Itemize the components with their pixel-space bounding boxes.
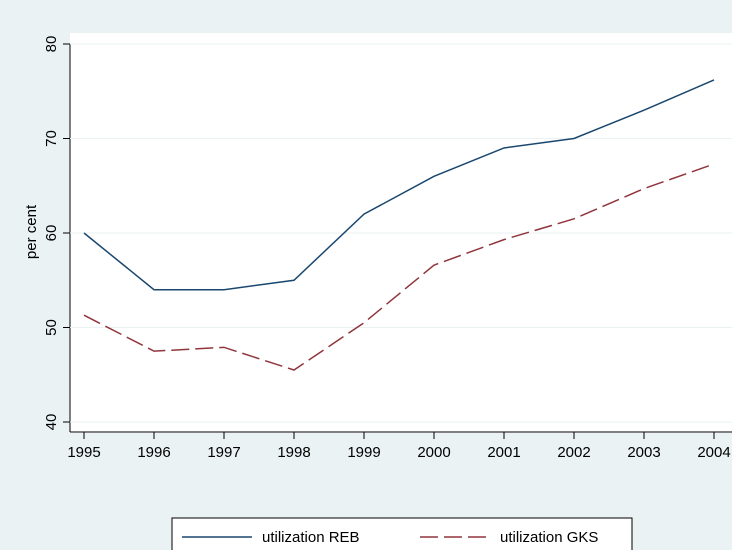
x-tick-label: 2004 (697, 444, 730, 461)
line-series (83, 163, 715, 371)
y-tick-label: 60 (43, 225, 60, 242)
x-tick-label: 2001 (487, 444, 520, 461)
legend-label: utilization GKS (500, 529, 598, 546)
x-tick-label: 2000 (417, 444, 450, 461)
x-tick-label: 1997 (207, 444, 240, 461)
x-tick-label: 1999 (347, 444, 380, 461)
y-tick-label: 80 (43, 36, 60, 53)
line-series (83, 79, 715, 291)
legend (171, 517, 633, 550)
x-tick-label: 2002 (557, 444, 590, 461)
legend-label: utilization REB (262, 529, 360, 546)
x-tick-label: 1998 (277, 444, 310, 461)
y-tick-label: 50 (43, 319, 60, 336)
x-tick-label: 2003 (627, 444, 660, 461)
y-tick-label: 70 (43, 130, 60, 147)
x-tick-label: 1996 (137, 444, 170, 461)
y-tick-label: 40 (43, 414, 60, 431)
y-axis-label: per cent (23, 204, 40, 259)
x-tick-label: 1995 (67, 444, 100, 461)
